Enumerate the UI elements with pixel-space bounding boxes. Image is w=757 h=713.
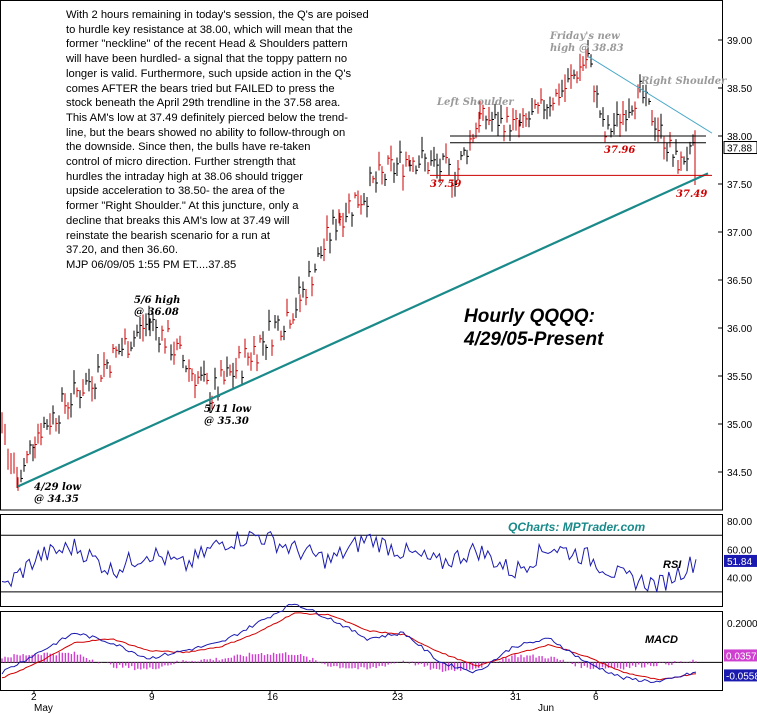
annotation-friday-high: Friday's new high @ 38.83	[550, 31, 624, 54]
level-label-3749: 37.49	[676, 189, 708, 200]
rsi-current-label: 51.84	[727, 557, 752, 568]
level-label-3759: 37.59	[430, 179, 462, 190]
rsi-line	[1, 530, 697, 593]
x-tick-label: 9	[149, 692, 155, 703]
price-tick-label: 34.50	[727, 468, 752, 479]
macd-tick-label: 0.2000	[727, 619, 757, 630]
macd-line	[1, 603, 697, 684]
chart-credit: QCharts: MPTrader.com	[508, 520, 646, 534]
level-label-3796: 37.96	[604, 145, 636, 156]
x-month-label: Jun	[538, 703, 554, 713]
title-line-1: Hourly QQQQ:	[464, 306, 595, 327]
price-panel-frame	[0, 0, 723, 511]
x-tick-label: 31	[510, 692, 522, 703]
price-tick-label: 35.50	[727, 372, 752, 383]
price-tick-label: 38.00	[727, 132, 752, 143]
chart-title: Hourly QQQQ: 4/29/05-Present	[464, 305, 603, 351]
current-price-label: 37.88	[727, 144, 752, 155]
price-tick-label: 39.00	[727, 36, 752, 47]
annotation-low-511: 5/11 low @ 35.30	[204, 404, 252, 427]
rsi-tick-label: 80.00	[727, 517, 752, 528]
trendline-from-429	[17, 172, 709, 488]
rsi-current-box	[724, 554, 757, 567]
resistance-line	[587, 55, 713, 134]
price-tick-label: 37.50	[727, 180, 752, 191]
macd-signal-box	[724, 669, 757, 682]
annotation-left-shoulder: Left Shoulder	[437, 97, 514, 108]
x-tick-label: 6	[593, 692, 599, 703]
rsi-tick-label: 40.00	[727, 574, 752, 585]
title-line-2: 4/29/05-Present	[464, 329, 604, 350]
rsi-panel-frame	[0, 514, 723, 607]
price-tick-label: 37.00	[727, 228, 752, 239]
annotation-high-56: 5/6 high @ 36.08	[134, 295, 181, 318]
price-tick-label: 36.50	[727, 276, 752, 287]
rsi-tick-label: 60.00	[727, 545, 752, 556]
macd-signal-line	[1, 612, 697, 681]
price-tick-label: 36.00	[727, 324, 752, 335]
x-tick-label: 23	[392, 692, 404, 703]
macd-signal-label: -0.0558	[726, 671, 757, 682]
macd-current-box	[724, 649, 757, 662]
rsi-label: RSI	[663, 559, 682, 571]
macd-current-label: 0.0357	[726, 651, 757, 662]
price-tick-label: 35.00	[727, 420, 752, 431]
x-month-label: May	[34, 703, 53, 713]
annotation-right-shoulder: Right Shoulder	[641, 76, 727, 87]
annotation-low-429: 4/29 low @ 34.35	[34, 482, 82, 505]
x-tick-label: 16	[267, 692, 279, 703]
x-tick-label: 2	[31, 692, 37, 703]
commentary-text: With 2 hours remaining in today's sessio…	[66, 9, 369, 271]
macd-label: MACD	[645, 634, 678, 646]
price-tick-label: 38.50	[727, 84, 752, 95]
current-price-box	[723, 141, 757, 155]
macd-panel-frame	[0, 611, 723, 691]
